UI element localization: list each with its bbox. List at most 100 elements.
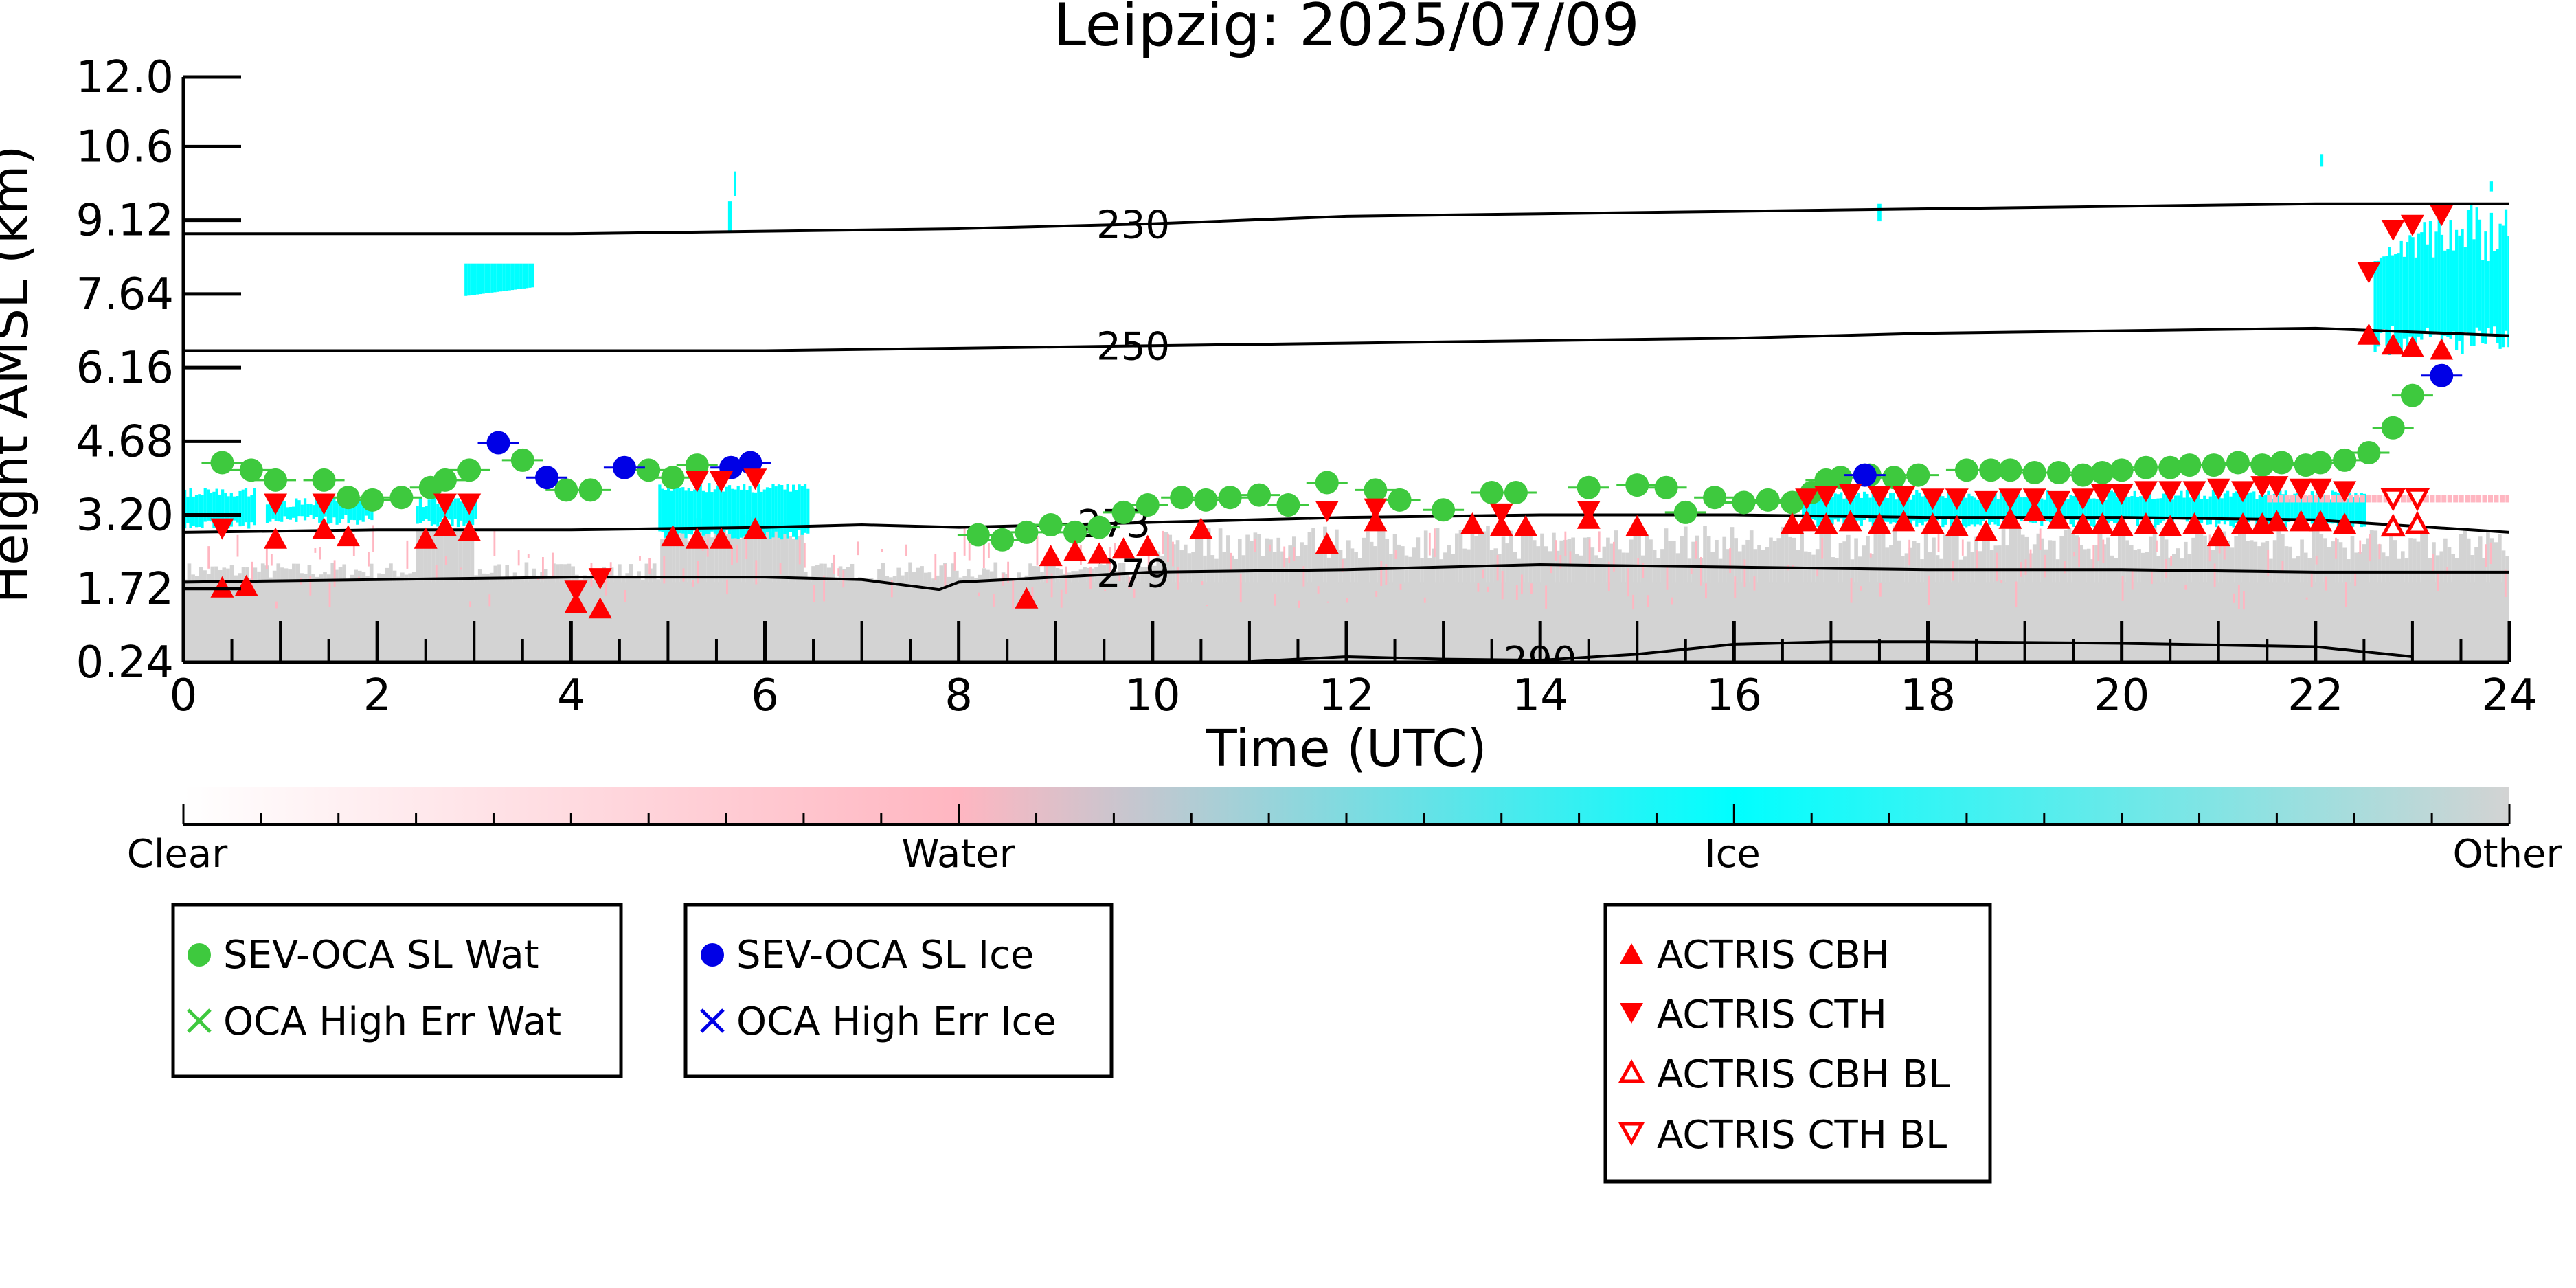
cloud-column — [1210, 555, 1215, 585]
cloud-column — [1245, 534, 1250, 585]
cloud-column — [517, 263, 520, 289]
cloud-column — [2293, 493, 2296, 520]
cloud-column — [1953, 495, 1956, 521]
cloud-column — [765, 530, 769, 585]
cloud-column — [2180, 490, 2183, 519]
x-tick-label: 8 — [945, 670, 973, 721]
cloud-column — [357, 576, 360, 578]
data-point — [312, 493, 336, 515]
cloud-column — [416, 530, 420, 585]
data-point — [433, 468, 457, 492]
cloud-column — [1776, 538, 1781, 585]
cloud-column — [1408, 556, 1412, 585]
cloud-column — [227, 496, 230, 529]
cloud-column — [1012, 580, 1015, 609]
cloud-column — [247, 496, 251, 529]
cloud-column — [1133, 574, 1138, 585]
cloud-column — [710, 537, 715, 585]
cloud-column — [335, 501, 339, 525]
cloud-column — [1487, 586, 1489, 592]
cloud-column — [1187, 553, 1192, 585]
cloud-column — [2020, 534, 2025, 585]
cloud-column — [269, 501, 272, 522]
data-point — [2231, 512, 2255, 534]
cloud-column — [2025, 497, 2029, 519]
cloud-column — [347, 498, 350, 523]
data-point — [2182, 512, 2206, 534]
cloud-column — [1179, 550, 1184, 585]
cloud-column — [1447, 545, 1451, 585]
cloud-column — [639, 556, 641, 561]
cloud-column — [1555, 540, 1557, 561]
cloud-column — [2351, 497, 2355, 527]
cloud-column — [1550, 565, 1552, 574]
cloud-column — [1823, 530, 1827, 585]
cloud-column — [499, 263, 503, 292]
cloud-column — [1515, 585, 1518, 600]
data-point — [264, 527, 288, 549]
data-point — [264, 468, 288, 492]
cloud-column — [1520, 531, 1525, 585]
data-point — [1998, 488, 2022, 510]
cloud-column — [1341, 559, 1344, 572]
cloud-column — [1807, 494, 1811, 522]
cloud-column — [2208, 534, 2211, 562]
legend-label-oca-high-err-wat: OCA High Err Wat — [223, 999, 561, 1044]
cloud-column — [708, 483, 711, 534]
cloud-column — [505, 565, 510, 585]
cloud-column — [1128, 576, 1131, 589]
data-point — [2090, 460, 2114, 484]
cloud-column — [1588, 538, 1591, 568]
cloud-column — [2044, 554, 2046, 578]
data-point — [210, 518, 234, 540]
cloud-column — [760, 491, 763, 532]
cloud-column — [1089, 566, 1092, 589]
cloud-column — [2322, 494, 2325, 524]
data-point — [1625, 473, 1649, 497]
cloud-column — [1695, 541, 1697, 559]
cloud-column — [663, 556, 666, 584]
cloud-column — [2437, 218, 2441, 333]
cloud-column — [2090, 498, 2093, 526]
cloud-column — [222, 567, 227, 585]
cloud-column — [2261, 495, 2265, 521]
cloud-column — [1144, 567, 1149, 585]
cloud-column — [2226, 490, 2230, 522]
cloud-column — [1978, 551, 1982, 585]
cloud-column — [493, 565, 498, 585]
cloud-column — [2060, 497, 2064, 520]
cloud-column — [1939, 493, 1942, 519]
cloud-column — [2052, 499, 2055, 526]
cloud-column — [783, 489, 787, 534]
cloud-column — [2408, 538, 2413, 585]
cloud-column — [2130, 496, 2134, 519]
cloud-column — [1903, 493, 1907, 522]
cloud-column — [736, 486, 740, 539]
cloud-column — [2420, 526, 2424, 585]
cloud-column — [1912, 494, 1916, 521]
data-point — [2380, 513, 2406, 537]
cloud-column — [1373, 546, 1378, 585]
cloud-column — [2300, 539, 2304, 585]
legend-marker-actris-cbh — [1620, 943, 1643, 964]
cloud-column — [1772, 541, 1777, 585]
cloud-column — [2416, 541, 2421, 585]
data-point — [1218, 486, 1242, 510]
cloud-column — [1885, 547, 1890, 585]
data-point — [2430, 338, 2454, 360]
data-point — [457, 458, 482, 482]
data-point — [535, 466, 559, 490]
data-point — [2250, 453, 2274, 477]
cloud-column — [1612, 541, 1615, 572]
cloud-column — [284, 568, 289, 585]
cloud-column — [2424, 495, 2429, 503]
isotherm-label-230: 230 — [1096, 203, 1170, 247]
cloud-column — [2171, 499, 2174, 523]
cloud-column — [1879, 583, 1882, 597]
cloud-column — [2064, 561, 2066, 574]
cloud-column — [989, 571, 994, 585]
data-point — [1015, 520, 1039, 544]
cloud-column — [2305, 597, 2308, 600]
cloud-column — [1505, 543, 1510, 585]
cloud-column — [430, 499, 433, 526]
